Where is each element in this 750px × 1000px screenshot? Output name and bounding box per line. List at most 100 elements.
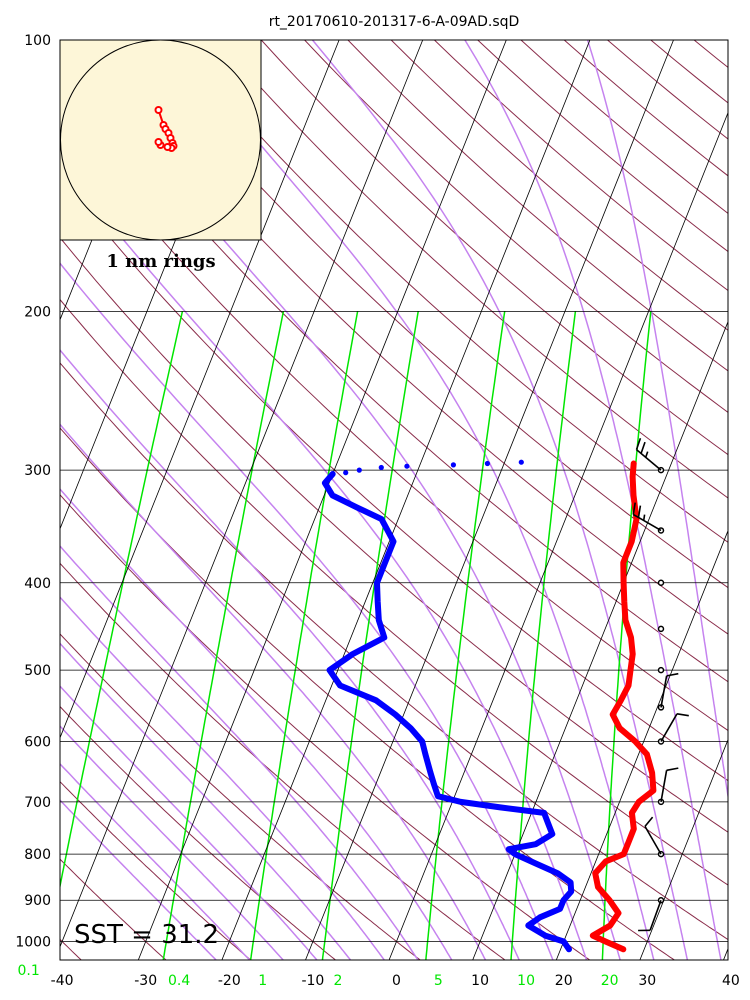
temperature-tick-label: -20	[218, 973, 241, 989]
temperature-trace	[589, 460, 657, 953]
temperature-tick-label: 10	[471, 973, 489, 989]
mixing-ratio-line	[321, 311, 419, 960]
wind-barb-shaft	[660, 770, 668, 802]
pressure-tick-label: 300	[24, 463, 51, 479]
hodograph-point	[154, 106, 163, 114]
dry-adiabat	[712, 20, 750, 964]
wind-barb-shaft	[644, 826, 662, 855]
temperature-tick-label: -10	[301, 973, 324, 989]
wind-barb-station	[657, 666, 665, 674]
temperature-tick-label: 20	[555, 973, 573, 989]
isotherm	[388, 111, 728, 960]
wind-barb	[635, 437, 665, 474]
isotherm	[221, 40, 591, 960]
chart-title: rt_20170610-201317-6-A-09AD.sqD	[269, 14, 520, 30]
wind-barb	[657, 767, 679, 806]
mixing-ratio-line	[60, 311, 184, 890]
pressure-tick-label: 500	[24, 663, 51, 679]
wind-barb-shaft	[660, 675, 668, 708]
wind-barb	[657, 579, 665, 587]
dry-adiabat	[60, 116, 728, 732]
isotherm	[305, 40, 674, 960]
dry-adiabat	[433, 40, 728, 292]
dry-adiabat	[260, 40, 728, 456]
dry-adiabat	[60, 298, 728, 886]
mixing-ratio-line	[249, 311, 359, 960]
wind-barb	[657, 625, 665, 633]
hodograph-point	[154, 138, 163, 146]
isotherm	[472, 320, 728, 960]
mixing-ratio-line	[510, 311, 577, 960]
dewpoint-point	[343, 470, 349, 476]
wind-barb-shaft	[649, 899, 662, 931]
wind-barb	[632, 502, 665, 534]
wind-barb-flag	[644, 816, 654, 827]
plot-frame	[59, 39, 729, 961]
isotherm	[639, 738, 728, 960]
isotherm	[60, 40, 424, 948]
wind-barb-shaft	[660, 713, 678, 742]
wind-barb	[644, 816, 665, 858]
wind-barb-flag	[666, 672, 679, 677]
wind-barb-flag	[632, 502, 636, 515]
wind-barb-flag	[676, 713, 689, 717]
mixing-ratio-label: 0.1	[18, 963, 40, 979]
temperature-tick-label: 40	[722, 973, 740, 989]
hodograph	[59, 39, 262, 241]
isotherm	[723, 947, 728, 960]
dewpoint-point	[518, 459, 524, 465]
dry-adiabat	[650, 40, 728, 104]
isotherm	[60, 40, 340, 739]
mixing-ratio-line	[425, 311, 506, 960]
mixing-ratio-line	[162, 311, 285, 960]
wind-barb-station	[657, 625, 665, 633]
wind-barb-flag	[635, 437, 642, 450]
dry-adiabat	[563, 40, 728, 177]
pressure-tick-label: 900	[24, 893, 51, 909]
dewpoint-point	[484, 460, 490, 467]
dewpoint-point	[450, 462, 456, 468]
pressure-tick-label: 1000	[15, 935, 51, 951]
dewpoint-point	[356, 467, 362, 473]
isotherm	[0, 20, 13, 964]
dewpoint-trace	[321, 471, 575, 953]
pressure-tick-label: 700	[24, 795, 51, 811]
pressure-tick-label: 200	[24, 304, 51, 320]
pressure-tick-label: 100	[24, 33, 51, 49]
wind-barbs	[632, 437, 689, 932]
moist-adiabat	[586, 40, 728, 801]
mixing-ratio-axis: 0.1 0.4 1 2 5 10 20	[18, 963, 619, 989]
mixing-ratio-label: 1	[258, 973, 267, 989]
isotherm	[137, 40, 507, 960]
wind-barb	[638, 896, 665, 932]
mixing-ratio-label: 2	[334, 973, 343, 989]
temperature-tick-label: 30	[638, 973, 656, 989]
wind-barb	[657, 672, 679, 711]
dry-adiabat	[303, 40, 728, 413]
sounding-traces	[321, 459, 657, 953]
temperature-axis: -40 -30 -20 -10 0 10 20 30 40	[51, 973, 740, 989]
pressure-axis: 100 200 300 400 500 600 700 800 900 1000	[15, 33, 51, 951]
mixing-ratio-label: 20	[601, 973, 619, 989]
temperature-tick-label: -30	[134, 973, 157, 989]
dry-adiabat	[174, 40, 728, 543]
wind-barb-flag	[637, 505, 642, 518]
dry-adiabat	[60, 176, 728, 782]
mixing-ratio-line	[601, 311, 652, 960]
dewpoint-point	[378, 464, 384, 471]
temperature-tick-label: -40	[51, 973, 74, 989]
dry-adiabat	[476, 40, 728, 253]
wind-barb	[657, 713, 689, 745]
wind-barb-station	[657, 579, 665, 587]
dry-adiabat	[60, 236, 728, 833]
wind-barb-half-flag	[642, 514, 646, 521]
sst-annotation: SST = 31.2	[74, 920, 219, 950]
dewpoint-point	[404, 463, 410, 469]
isotherm	[555, 529, 728, 960]
mixing-ratio-label: 5	[434, 973, 443, 989]
hodograph-point	[163, 143, 172, 151]
wind-barb-shaft	[635, 448, 662, 471]
pressure-tick-label: 800	[24, 847, 51, 863]
hodograph-rings-label: 1 nm rings	[106, 251, 215, 272]
wind-barb-half-flag	[644, 451, 649, 458]
